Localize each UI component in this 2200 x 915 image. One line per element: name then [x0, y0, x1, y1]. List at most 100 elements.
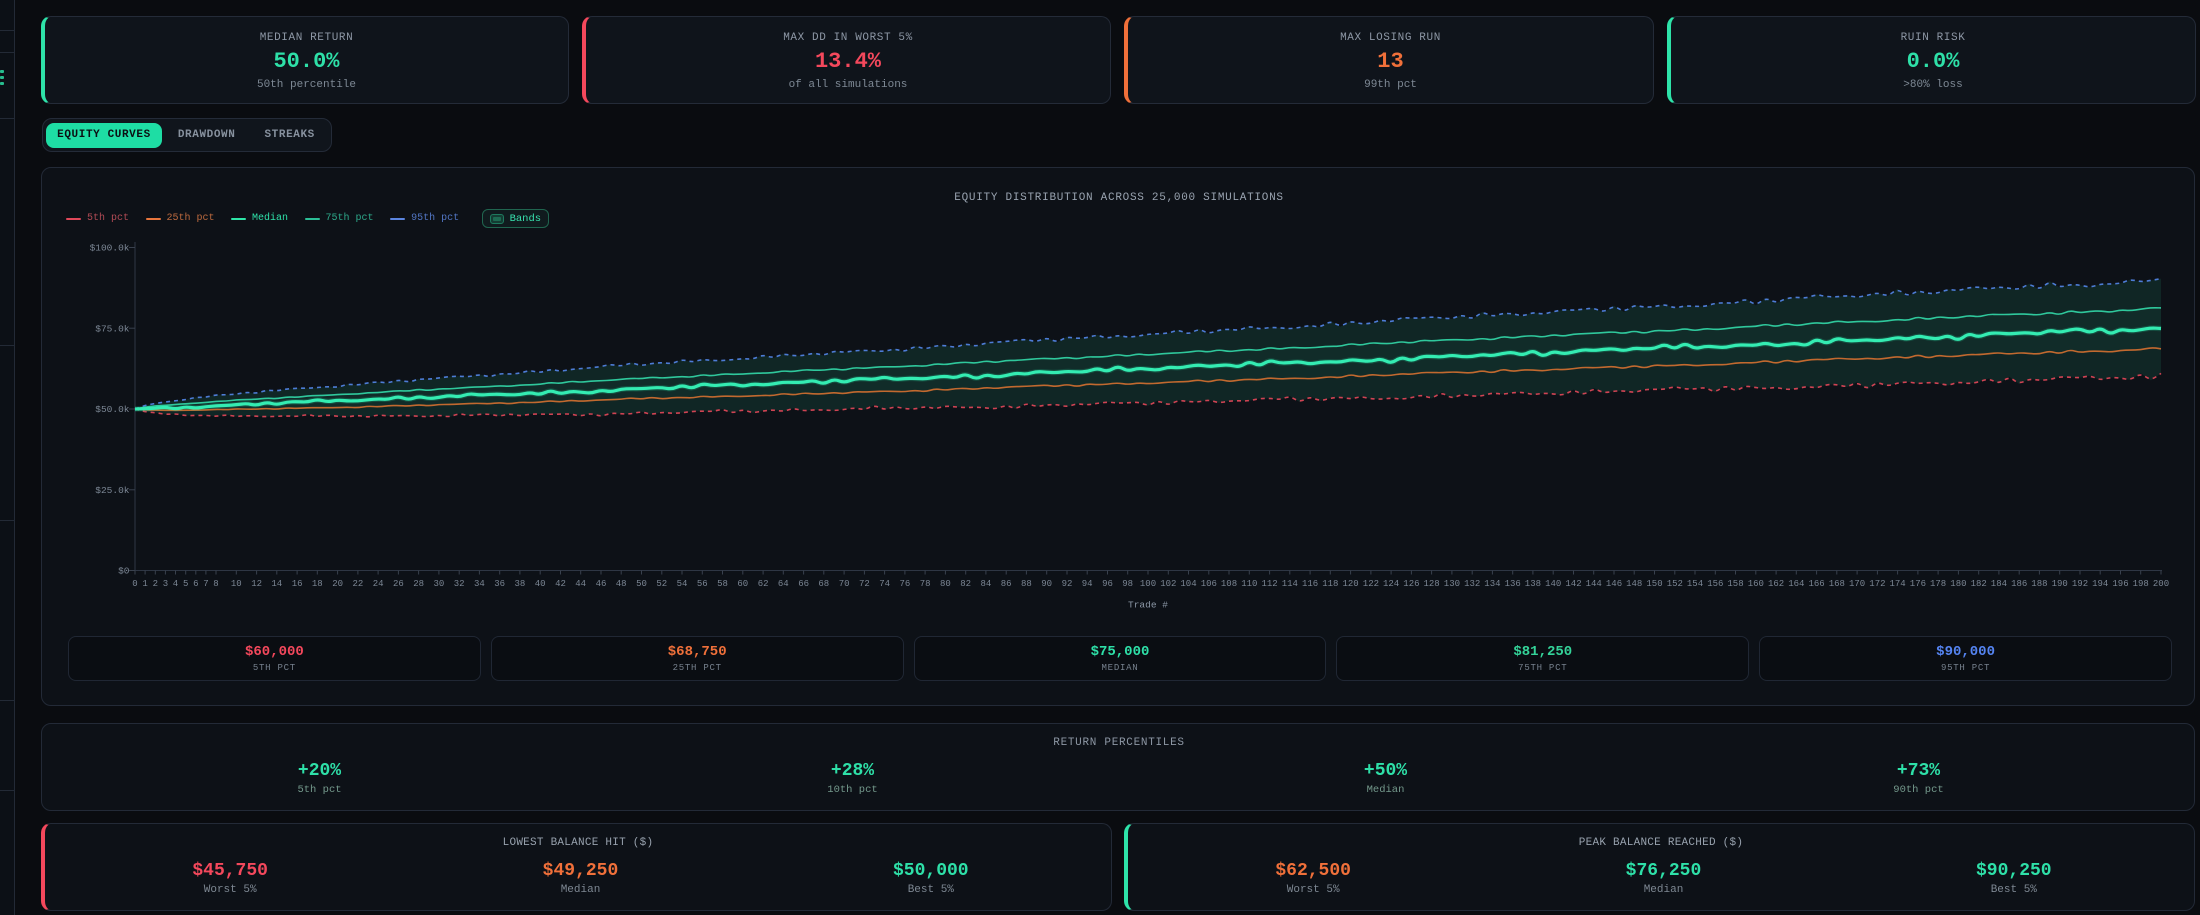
- svg-text:2: 2: [153, 579, 158, 589]
- svg-text:48: 48: [616, 579, 627, 589]
- svg-text:166: 166: [1808, 579, 1824, 589]
- svg-text:154: 154: [1687, 579, 1703, 589]
- svg-text:3: 3: [163, 579, 168, 589]
- svg-text:98: 98: [1122, 579, 1133, 589]
- svg-text:80: 80: [940, 579, 951, 589]
- svg-text:200: 200: [2153, 579, 2169, 589]
- svg-text:8: 8: [213, 579, 218, 589]
- svg-text:122: 122: [1363, 579, 1379, 589]
- svg-text:190: 190: [2052, 579, 2068, 589]
- svg-text:176: 176: [1910, 579, 1926, 589]
- svg-text:46: 46: [596, 579, 607, 589]
- svg-text:$75.0k: $75.0k: [95, 323, 130, 334]
- svg-text:132: 132: [1464, 579, 1480, 589]
- svg-text:44: 44: [575, 579, 586, 589]
- svg-text:28: 28: [413, 579, 424, 589]
- svg-text:172: 172: [1869, 579, 1885, 589]
- svg-text:66: 66: [798, 579, 809, 589]
- svg-text:5: 5: [183, 579, 188, 589]
- svg-text:134: 134: [1484, 579, 1500, 589]
- svg-text:140: 140: [1545, 579, 1561, 589]
- svg-text:146: 146: [1606, 579, 1622, 589]
- svg-text:54: 54: [677, 579, 688, 589]
- svg-text:16: 16: [292, 579, 303, 589]
- svg-text:$25.0k: $25.0k: [95, 485, 130, 496]
- svg-text:40: 40: [535, 579, 546, 589]
- svg-text:112: 112: [1261, 579, 1277, 589]
- svg-text:92: 92: [1062, 579, 1073, 589]
- svg-text:64: 64: [778, 579, 789, 589]
- svg-text:102: 102: [1160, 579, 1176, 589]
- svg-text:120: 120: [1342, 579, 1358, 589]
- svg-text:50: 50: [636, 579, 647, 589]
- svg-text:136: 136: [1505, 579, 1521, 589]
- svg-text:14: 14: [271, 579, 282, 589]
- svg-text:76: 76: [899, 579, 910, 589]
- svg-text:198: 198: [2133, 579, 2149, 589]
- svg-text:114: 114: [1282, 579, 1298, 589]
- svg-text:164: 164: [1788, 579, 1804, 589]
- svg-text:34: 34: [474, 579, 485, 589]
- svg-text:152: 152: [1667, 579, 1683, 589]
- svg-text:36: 36: [494, 579, 505, 589]
- svg-text:82: 82: [960, 579, 971, 589]
- svg-text:22: 22: [352, 579, 363, 589]
- svg-text:180: 180: [1950, 579, 1966, 589]
- svg-text:106: 106: [1201, 579, 1217, 589]
- svg-text:18: 18: [312, 579, 323, 589]
- svg-text:72: 72: [859, 579, 870, 589]
- svg-text:162: 162: [1768, 579, 1784, 589]
- svg-text:188: 188: [2031, 579, 2047, 589]
- svg-text:60: 60: [737, 579, 748, 589]
- svg-text:124: 124: [1383, 579, 1399, 589]
- svg-text:116: 116: [1302, 579, 1318, 589]
- svg-text:68: 68: [818, 579, 829, 589]
- svg-text:170: 170: [1849, 579, 1865, 589]
- svg-text:96: 96: [1102, 579, 1113, 589]
- svg-text:194: 194: [2092, 579, 2108, 589]
- svg-text:1: 1: [142, 579, 147, 589]
- svg-text:90: 90: [1041, 579, 1052, 589]
- svg-text:12: 12: [251, 579, 262, 589]
- svg-text:38: 38: [514, 579, 525, 589]
- svg-text:108: 108: [1221, 579, 1237, 589]
- svg-text:52: 52: [656, 579, 667, 589]
- svg-text:100: 100: [1140, 579, 1156, 589]
- svg-text:4: 4: [173, 579, 178, 589]
- svg-text:158: 158: [1727, 579, 1743, 589]
- svg-text:58: 58: [717, 579, 728, 589]
- svg-text:142: 142: [1565, 579, 1581, 589]
- svg-text:184: 184: [1991, 579, 2007, 589]
- svg-text:32: 32: [454, 579, 465, 589]
- svg-text:104: 104: [1180, 579, 1196, 589]
- svg-text:192: 192: [2072, 579, 2088, 589]
- svg-text:26: 26: [393, 579, 404, 589]
- svg-text:70: 70: [839, 579, 850, 589]
- svg-text:84: 84: [980, 579, 991, 589]
- svg-text:130: 130: [1444, 579, 1460, 589]
- svg-text:156: 156: [1707, 579, 1723, 589]
- svg-text:196: 196: [2112, 579, 2128, 589]
- svg-text:$100.0k: $100.0k: [90, 243, 130, 254]
- svg-text:128: 128: [1423, 579, 1439, 589]
- svg-text:186: 186: [2011, 579, 2027, 589]
- svg-text:0: 0: [132, 579, 137, 589]
- svg-text:110: 110: [1241, 579, 1257, 589]
- svg-text:148: 148: [1626, 579, 1642, 589]
- svg-text:88: 88: [1021, 579, 1032, 589]
- svg-text:56: 56: [697, 579, 708, 589]
- svg-text:160: 160: [1748, 579, 1764, 589]
- svg-text:150: 150: [1646, 579, 1662, 589]
- svg-text:78: 78: [920, 579, 931, 589]
- svg-text:6: 6: [193, 579, 198, 589]
- svg-text:20: 20: [332, 579, 343, 589]
- svg-text:7: 7: [203, 579, 208, 589]
- svg-text:94: 94: [1082, 579, 1093, 589]
- svg-text:10: 10: [231, 579, 242, 589]
- svg-text:24: 24: [373, 579, 384, 589]
- svg-text:182: 182: [1971, 579, 1987, 589]
- svg-text:74: 74: [879, 579, 890, 589]
- svg-text:138: 138: [1525, 579, 1541, 589]
- svg-text:86: 86: [1001, 579, 1012, 589]
- svg-text:$50.0k: $50.0k: [95, 404, 130, 415]
